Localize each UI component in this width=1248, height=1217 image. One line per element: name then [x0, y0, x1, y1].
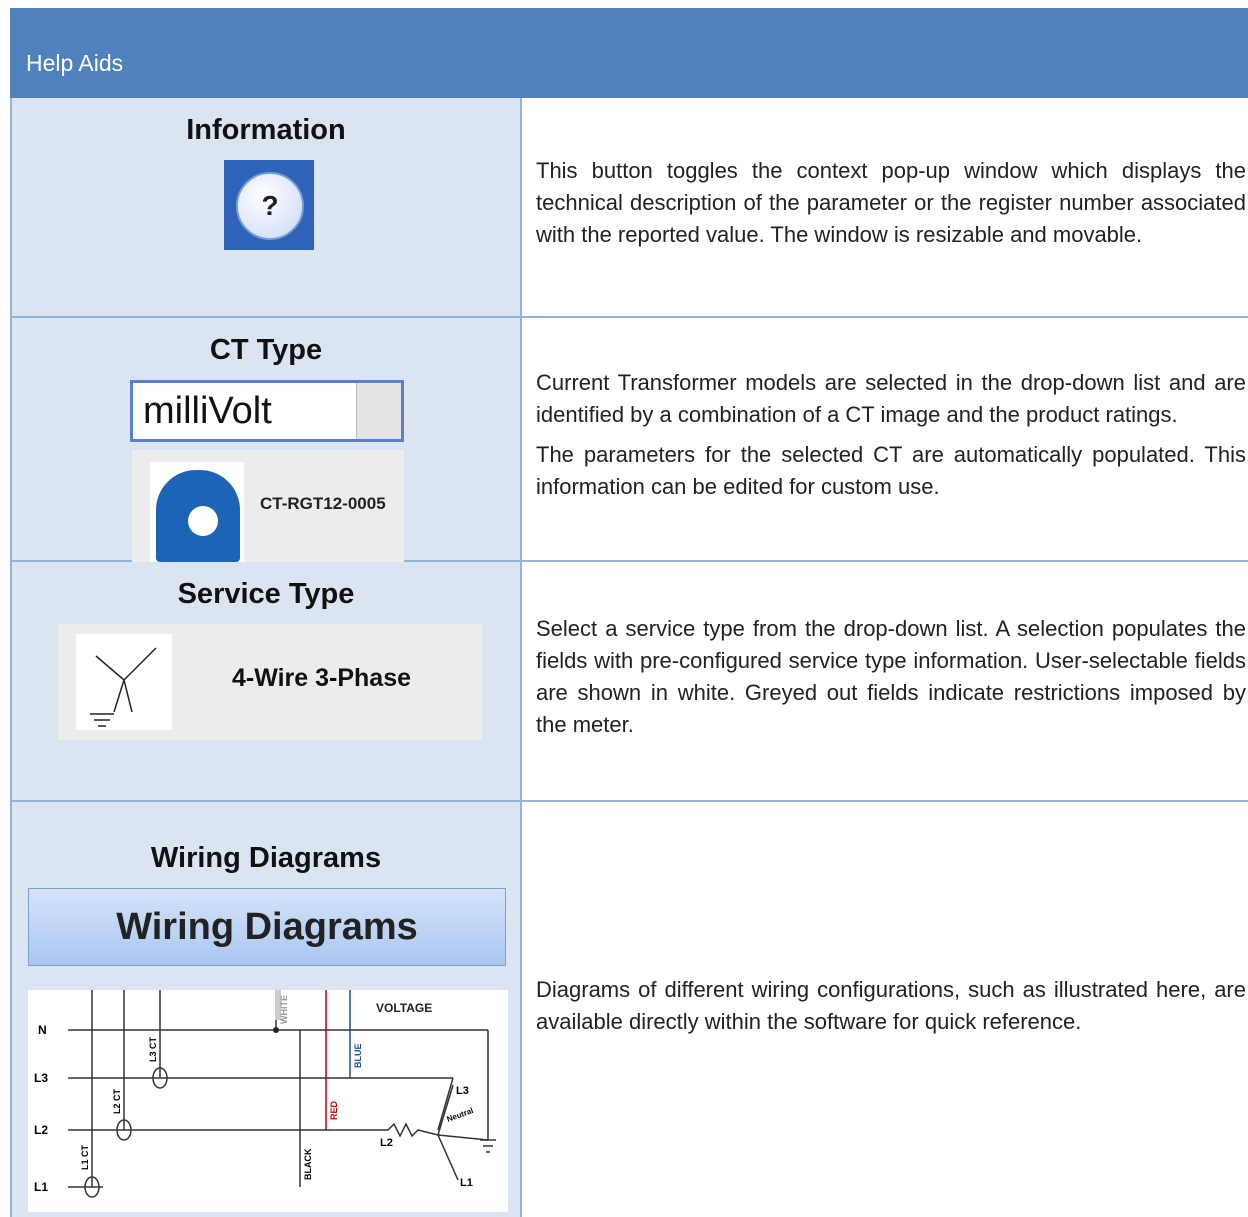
description: Diagrams of different wiring configurati…: [536, 976, 1246, 1034]
row-heading: Information: [186, 114, 346, 146]
row: Information ? This button toggles the co…: [10, 98, 1248, 318]
header-title: Help Aids: [26, 50, 124, 76]
info-icon-label: ?: [236, 172, 304, 240]
row-right: Select a service type from the drop-down…: [522, 562, 1248, 800]
description: Select a service type from the drop-down…: [536, 616, 1246, 737]
ct-text: L1 CT: [80, 1144, 90, 1170]
ct-preview: CT-RGT12-0005: [132, 450, 404, 562]
row-left: Information ?: [10, 98, 522, 316]
row-left: Wiring Diagrams Wiring Diagrams VOLTAGE …: [10, 802, 522, 1217]
wiring-diagram: VOLTAGE N L3 L2 L1 L1 CT L2 CT L3 CT WHI…: [28, 990, 508, 1212]
diagram-wires: [68, 990, 496, 1188]
load-label: L3: [456, 1085, 469, 1097]
row: CT Type milliVolt CT-RGT12-0005 Current …: [10, 318, 1248, 562]
ct-text: L3 CT: [148, 1036, 158, 1062]
wire-text: RED: [329, 1100, 339, 1120]
ct-dropdown[interactable]: milliVolt: [130, 380, 404, 442]
dropdown-arrow: [356, 383, 401, 439]
service-label: 4-Wire 3-Phase: [232, 664, 412, 692]
info-icon[interactable]: ?: [224, 160, 314, 250]
wire-text: BLACK: [303, 1148, 313, 1180]
ct-rings: [84, 1067, 168, 1198]
wire-text: WHITE: [279, 995, 289, 1024]
line-label: L3: [34, 1071, 48, 1085]
diagram-title: VOLTAGE: [376, 1001, 432, 1015]
row-heading: CT Type: [209, 334, 323, 366]
service-preview: 4-Wire 3-Phase: [58, 624, 482, 740]
row: Service Type 4-Wire 3-Phase Select a ser…: [10, 562, 1248, 802]
wye-symbol: [90, 647, 157, 727]
ct-image: [150, 462, 244, 562]
row-right: Diagrams of different wiring configurati…: [522, 802, 1248, 1217]
load-label: L1: [460, 1177, 473, 1189]
wire-text: BLUE: [353, 1044, 363, 1069]
header: Help Aids: [10, 8, 1248, 98]
row-left: Service Type 4-Wire 3-Phase: [10, 562, 522, 800]
description: This button toggles the context pop-up w…: [536, 158, 1246, 247]
line-label: L1: [34, 1180, 48, 1194]
row-right: Current Transformer models are selected …: [522, 318, 1248, 560]
service-icon: [76, 634, 172, 730]
junction: [273, 1027, 279, 1033]
line-label: N: [38, 1023, 47, 1037]
row: Wiring Diagrams Wiring Diagrams VOLTAGE …: [10, 802, 1248, 1217]
row-left: CT Type milliVolt CT-RGT12-0005: [10, 318, 522, 562]
line-label: L2: [34, 1123, 48, 1137]
description: The parameters for the selected CT are a…: [536, 442, 1246, 499]
dropdown-value: milliVolt: [143, 390, 272, 432]
wye-lines: [90, 647, 157, 727]
wiring-button[interactable]: Wiring Diagrams: [28, 888, 506, 966]
ct-label: CT-RGT12-0005: [260, 494, 386, 513]
row-heading: Service Type: [177, 578, 355, 610]
ct-hole: [188, 506, 218, 536]
row-heading: Wiring Diagrams: [150, 842, 382, 874]
description: Current Transformer models are selected …: [536, 370, 1246, 427]
ct-body: [156, 470, 240, 562]
load-label: Neutral: [446, 1106, 475, 1124]
row-right: This button toggles the context pop-up w…: [522, 98, 1248, 316]
load-label: L2: [380, 1137, 393, 1149]
ct-text: L2 CT: [112, 1088, 122, 1114]
